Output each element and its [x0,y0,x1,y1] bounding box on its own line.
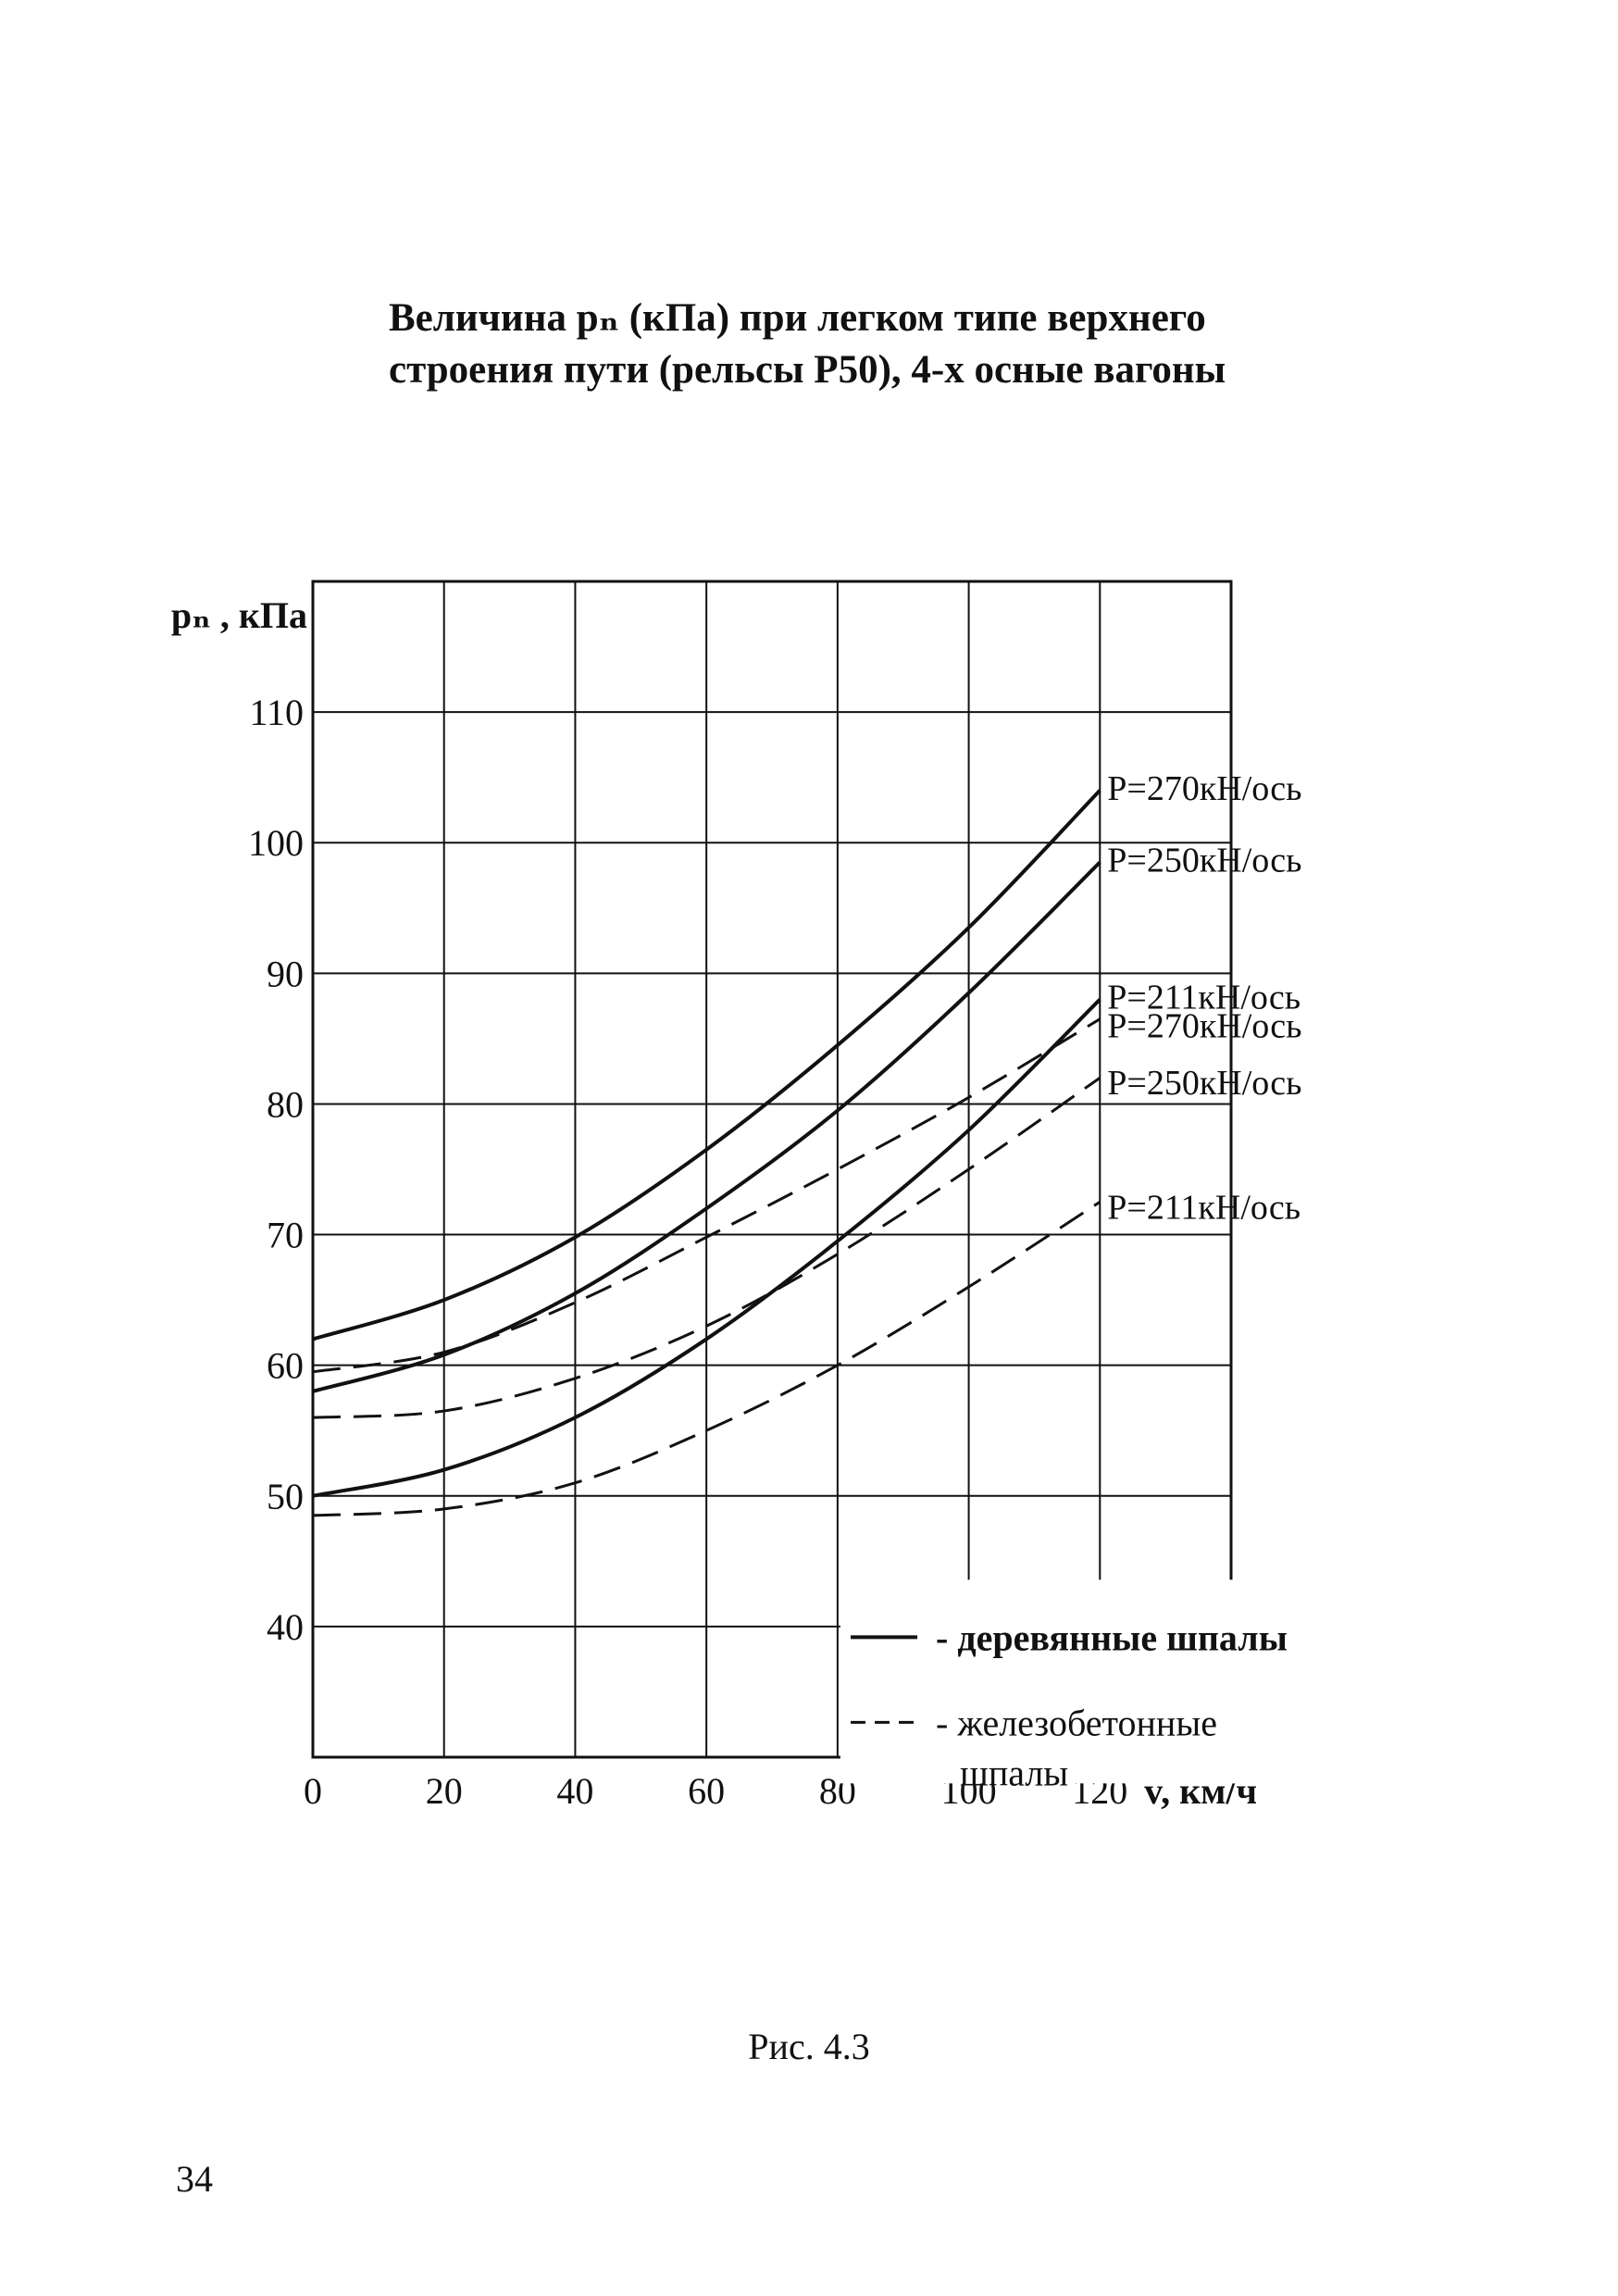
series-label: P=270кН/ось [1107,1007,1301,1046]
y-tick-label: 50 [267,1476,304,1517]
y-tick-label: 70 [267,1215,304,1256]
series-label: P=250кН/ось [1107,1064,1301,1103]
figure-caption: Рис. 4.3 [748,2026,870,2067]
series-line [312,789,1101,1341]
y-tick-label: 80 [267,1083,304,1125]
series-line [312,1201,1101,1517]
series-label: P=211кН/ось [1107,979,1301,1017]
chart-grid [311,580,1233,1759]
chart-title-line-1: Величина pₙ (кПа) при легком типе верхне… [389,296,1206,340]
y-tick-label: 90 [267,953,304,994]
legend-box [840,1579,1271,1784]
chart-series: P=270кН/осьP=250кН/осьP=211кН/осьP=270кН… [312,769,1301,1517]
legend-label: - деревянные шпалы [936,1616,1288,1658]
x-tick-label: 60 [688,1770,725,1812]
x-tick-label: 20 [426,1770,463,1812]
legend-label-continued: шпалы [960,1752,1068,1793]
series-label: P=211кН/ось [1107,1188,1301,1227]
series-label: P=270кН/ось [1107,769,1301,808]
chart-legend: - деревянные шпалы - железобетонные шпалы [840,1579,1288,1793]
page-number: 34 [176,2158,213,2200]
y-tick-label: 110 [249,692,304,733]
series-label: P=250кН/ось [1107,841,1301,880]
y-tick-label: 60 [267,1345,304,1387]
y-tick-label: 40 [267,1606,304,1648]
y-tick-label: 100 [248,822,304,864]
x-tick-label: 40 [556,1770,593,1812]
x-tick-label: 0 [304,1770,322,1812]
chart-title-line-2: строения пути (рельсы Р50), 4-х осные ва… [389,348,1226,392]
series-line [312,1076,1101,1419]
series-line [312,1017,1101,1374]
legend-label: - железобетонные [936,1702,1217,1743]
series-line [312,998,1101,1498]
series-line [312,860,1101,1393]
y-axis-label: pₙ , кПа [171,594,307,636]
plot-frame [311,580,1233,1759]
chart-title: Величина pₙ (кПа) при легком типе верхне… [389,293,1314,396]
